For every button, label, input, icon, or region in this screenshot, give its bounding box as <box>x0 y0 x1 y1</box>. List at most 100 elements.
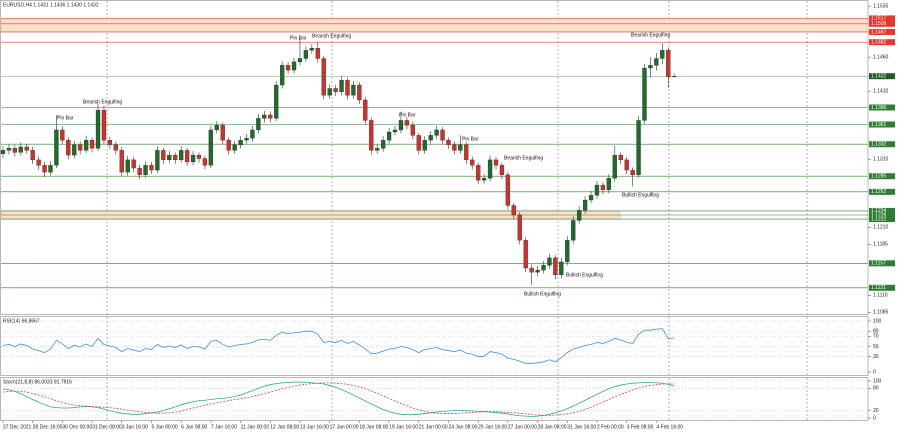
candle-body <box>565 240 570 263</box>
candle-body <box>107 140 113 146</box>
candle-body <box>89 140 95 149</box>
x-tick-label: 7 Jan 16:00 <box>211 424 237 430</box>
candle-body <box>6 148 12 151</box>
x-tick-label: 3 Feb 08:00 <box>627 424 654 430</box>
candle-body <box>113 144 118 151</box>
level-label-text: 1.1228 <box>871 212 887 218</box>
candle-body <box>333 88 338 92</box>
candle-body <box>606 178 611 190</box>
level-label: 1.1386 <box>869 104 895 111</box>
candle-body <box>547 257 552 266</box>
candle-body <box>481 178 487 181</box>
x-tick-label: 27 Jan 00:00 <box>508 424 537 430</box>
candle-body <box>285 65 291 71</box>
candle-body <box>428 135 433 141</box>
candle-body <box>262 114 267 119</box>
level-label-text: 1.1497 <box>871 29 887 35</box>
pattern-annotation: Pin Bar <box>399 112 416 118</box>
candle-body <box>208 129 214 166</box>
x-tick-label: 21 Jan 00:00 <box>419 424 448 430</box>
level-label: 1.1121 <box>869 284 895 291</box>
candle-body <box>487 159 493 179</box>
level-label-text: 1.1517 <box>871 16 887 22</box>
level-label-box <box>869 260 895 267</box>
candle-body <box>493 159 499 166</box>
candle-body <box>131 159 136 169</box>
level-label-text: 1.1332 <box>871 142 887 148</box>
level-label-box <box>869 173 895 180</box>
level-label-box <box>869 207 895 214</box>
y-tick-label: 80 <box>873 386 879 392</box>
y-tick-label: 100 <box>873 318 882 324</box>
x-tick-label: 27 Dec 2021 <box>3 424 32 430</box>
level-label-box <box>869 15 895 22</box>
level-label-box <box>869 20 895 27</box>
candle-body <box>434 129 439 136</box>
candle-body <box>149 165 154 171</box>
candle-body <box>624 159 629 171</box>
candle-body <box>582 199 588 211</box>
x-tick-label: 2 Feb 00:00 <box>597 424 624 430</box>
candle-body <box>612 154 617 179</box>
candle-body <box>18 146 23 153</box>
level-label-box <box>869 188 895 195</box>
x-tick-label: 28 Dec 16:00 <box>33 424 63 430</box>
candle-body <box>380 140 386 149</box>
candle-body <box>54 129 59 166</box>
x-tick-label: 11 Jan 00:00 <box>241 424 270 430</box>
x-tick-label: 5 Jan 00:00 <box>151 424 177 430</box>
x-tick-label: 12 Jan 08:00 <box>270 424 299 430</box>
candle-body <box>642 67 647 121</box>
y-tick-label: 1.1085 <box>873 310 889 316</box>
x-tick-label: 30 Dec 00:00 <box>62 424 92 430</box>
pattern-annotation: Bearish Engulfing <box>312 33 351 39</box>
zone <box>0 18 869 33</box>
y-tick-label: 20 <box>873 408 879 414</box>
x-tick-label: 18 Jan 08:00 <box>359 424 388 430</box>
candle-body <box>232 144 237 151</box>
candle-body <box>386 131 392 141</box>
candle-body <box>464 144 469 161</box>
y-tick-label: 0 <box>873 369 876 375</box>
candle-body <box>571 220 576 241</box>
candle-body <box>446 140 451 146</box>
candle-body <box>303 50 309 59</box>
level-label-box <box>869 284 895 291</box>
candle-body <box>167 154 172 161</box>
y-tick-label: 1.1535 <box>873 3 889 9</box>
level-label-text: 1.1285 <box>871 174 887 180</box>
x-tick-label: 17 Jan 00:00 <box>330 424 359 430</box>
candle-body <box>238 140 243 146</box>
indicator-line <box>2 381 675 417</box>
current-price-text: 1.1432 <box>871 74 887 80</box>
candle-body <box>458 144 463 151</box>
candle-body <box>30 150 35 161</box>
candle-body <box>588 195 594 201</box>
candle-body <box>256 118 261 131</box>
candle-body <box>529 267 534 273</box>
y-tick-label: 1.1210 <box>873 225 889 231</box>
level-label-text: 1.1222 <box>871 216 887 222</box>
level-label: 1.1157 <box>869 260 895 267</box>
candle-body <box>636 120 641 175</box>
candle-body <box>315 48 320 59</box>
candle-body <box>291 61 297 71</box>
candle-body <box>101 110 107 141</box>
candle-body <box>327 88 332 96</box>
candle-body <box>648 65 653 69</box>
x-tick-label: 24 Jan 08:00 <box>448 424 477 430</box>
y-tick-label: 0 <box>873 415 876 421</box>
candle-body <box>36 159 41 166</box>
level-label-text: 1.1361 <box>871 122 887 128</box>
panel-title: RSI(14) 66.8667 <box>3 318 40 324</box>
candle-body <box>137 167 142 175</box>
x-tick-label: 13 Jan 16:00 <box>300 424 329 430</box>
level-label: 1.1497 <box>869 28 895 35</box>
level-label-box <box>869 216 895 223</box>
candle-body <box>24 146 29 151</box>
y-tick-label: 50 <box>873 344 879 350</box>
x-tick-label: 25 Jan 16:00 <box>478 424 507 430</box>
candle-body <box>452 144 457 151</box>
level-label: 1.1262 <box>869 188 895 195</box>
y-tick-label: 70 <box>873 334 879 340</box>
